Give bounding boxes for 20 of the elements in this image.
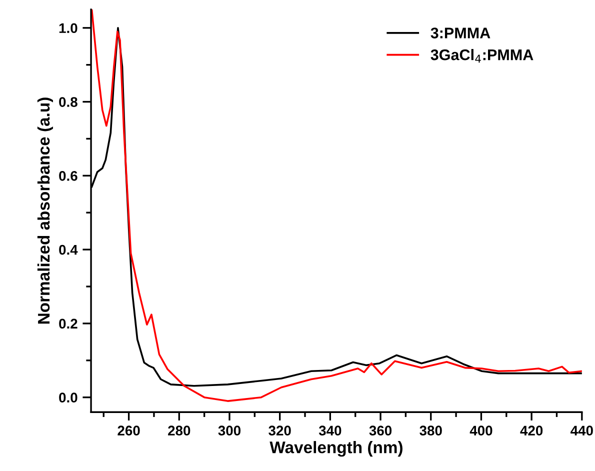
x-tick-label: 280 bbox=[168, 426, 190, 436]
x-tick-label: 420 bbox=[520, 426, 543, 436]
legend-label: 3:PMMA bbox=[430, 28, 490, 38]
x-tick-label: 260 bbox=[118, 426, 140, 436]
x-tick-label: 340 bbox=[318, 426, 342, 436]
legend-label: 3GaCl$_{4}$:PMMA bbox=[430, 48, 534, 63]
y-tick-label: 0.6 bbox=[59, 171, 78, 181]
x-tick-label: 320 bbox=[268, 426, 291, 436]
y-tick-label: 0.8 bbox=[59, 97, 78, 107]
y-tick-label: 0.2 bbox=[59, 318, 78, 329]
y-tick-label: 1.0 bbox=[59, 23, 78, 34]
y-tick-label: 0.4 bbox=[59, 244, 78, 255]
y-tick-label: 0.0 bbox=[59, 392, 78, 403]
x-tick-label: 440 bbox=[570, 426, 593, 436]
x-axis-title: Wavelength (nm) bbox=[270, 441, 402, 457]
x-tick-label: 400 bbox=[470, 426, 492, 436]
x-tick-label: 360 bbox=[369, 426, 392, 436]
x-tick-label: 300 bbox=[218, 426, 241, 436]
y-axis-title: Normalized absorbance (a.u) bbox=[37, 98, 53, 324]
x-tick-label: 380 bbox=[420, 426, 442, 436]
